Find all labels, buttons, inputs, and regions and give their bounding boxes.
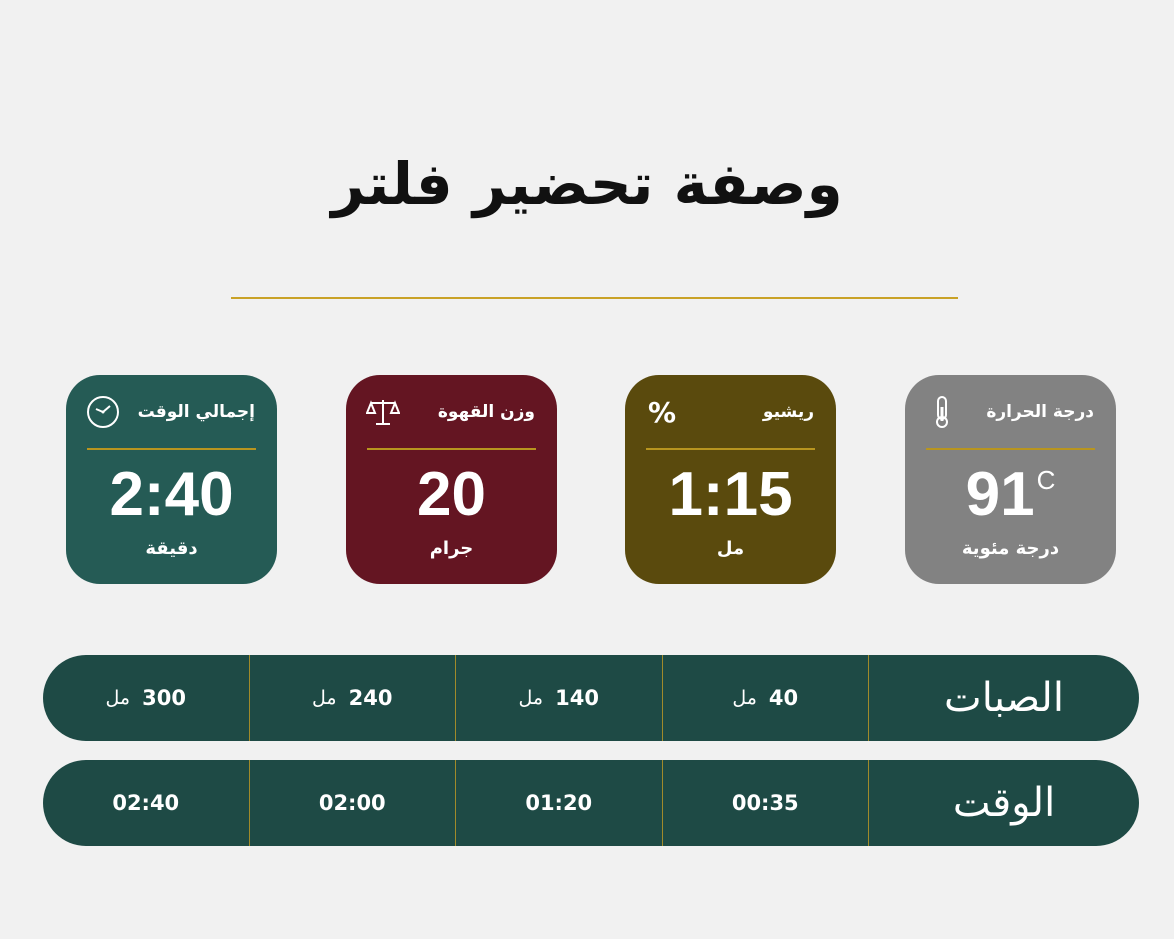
row-label: الوقت <box>868 760 1139 846</box>
card-label: ريشيو <box>762 402 814 422</box>
pour-cell: 140 مل <box>455 655 662 741</box>
card-label: وزن القهوة <box>437 402 535 422</box>
thermometer-icon <box>925 395 959 429</box>
card-unit: مل <box>716 538 745 559</box>
card-value: 1:15 <box>668 460 793 529</box>
time-cell: 02:00 <box>248 760 456 846</box>
coffee-weight-card: وزن القهوة 20 جرام <box>346 375 557 584</box>
temperature-card: درجة الحرارة 91C درجة مئوية <box>905 375 1116 584</box>
row-label: الصبات <box>868 655 1139 741</box>
pour-cell: 240 مل <box>248 655 456 741</box>
pour-cell: 40 مل <box>661 655 869 741</box>
pours-row: الصبات 40 مل 140 مل 240 مل 300 مل <box>43 655 1139 741</box>
card-label: درجة الحرارة <box>986 402 1094 422</box>
page-title: وصفة تحضير فلتر <box>331 150 843 218</box>
card-divider <box>646 448 815 450</box>
ratio-card: ريشيو % 1:15 مل <box>625 375 836 584</box>
card-divider <box>926 448 1095 450</box>
card-value: 20 <box>417 460 486 529</box>
pour-cell: 300 مل <box>105 686 186 710</box>
time-row: الوقت 00:35 01:20 02:00 02:40 <box>43 760 1139 846</box>
card-divider <box>367 448 536 450</box>
total-time-card: إجمالي الوقت 2:40 دقيقة <box>66 375 277 584</box>
card-divider <box>87 448 256 450</box>
scale-icon <box>366 395 400 429</box>
card-unit: دقيقة <box>145 538 198 559</box>
clock-icon <box>86 395 120 429</box>
card-unit: جرام <box>429 538 474 559</box>
card-label: إجمالي الوقت <box>137 402 255 422</box>
time-cell: 00:35 <box>661 760 869 846</box>
card-value: 91C <box>965 460 1056 529</box>
card-unit: درجة مئوية <box>961 538 1060 559</box>
time-cell: 01:20 <box>455 760 662 846</box>
divider <box>231 297 958 299</box>
card-value: 2:40 <box>109 460 234 529</box>
time-cell: 02:40 <box>112 791 180 815</box>
percent-icon: % <box>647 395 677 429</box>
